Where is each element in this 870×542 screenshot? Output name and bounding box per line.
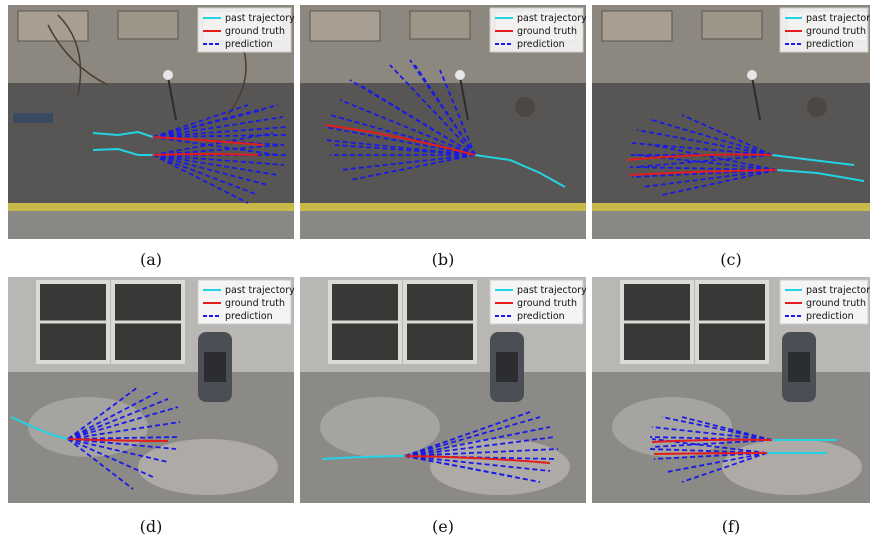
- legend-gt-a: ground truth: [225, 26, 285, 37]
- scene-d: past trajectory ground truth prediction: [8, 277, 294, 503]
- legend-gt-d: ground truth: [225, 298, 285, 309]
- panel-f: past trajectory ground truth prediction: [592, 277, 870, 511]
- legend-gt-c: ground truth: [806, 26, 866, 37]
- scene-c: past trajectory ground truth prediction: [592, 5, 870, 239]
- caption-b: (b): [431, 250, 455, 269]
- caption-f: (f): [721, 517, 741, 536]
- legend-past-d: past trajectory: [225, 285, 294, 296]
- panel-b: past trajectory ground truth prediction: [300, 5, 586, 239]
- legend-pred-e: prediction: [517, 311, 565, 322]
- legend-pred-f: prediction: [806, 311, 854, 322]
- legend-gt-b: ground truth: [517, 26, 577, 37]
- legend-past-f: past trajectory: [806, 285, 870, 296]
- legend-past-a: past trajectory: [225, 13, 294, 24]
- legend-past-c: past trajectory: [806, 13, 870, 24]
- caption-c: (c): [720, 250, 742, 269]
- legend-pred-c: prediction: [806, 39, 854, 50]
- scene-a: past trajectory ground truth prediction: [8, 5, 294, 239]
- caption-e: (e): [432, 517, 454, 536]
- legend-gt-f: ground truth: [806, 298, 866, 309]
- panel-e: past trajectory ground truth prediction: [300, 277, 586, 511]
- panel-a: past trajectory ground truth prediction: [8, 5, 294, 239]
- legend-pred-b: prediction: [517, 39, 565, 50]
- legend-pred-a: prediction: [225, 39, 273, 50]
- scene-e: past trajectory ground truth prediction: [300, 277, 586, 503]
- legend-gt-e: ground truth: [517, 298, 577, 309]
- legend-past-b: past trajectory: [517, 13, 586, 24]
- scene-f: past trajectory ground truth prediction: [592, 277, 870, 503]
- caption-a: (a): [139, 250, 163, 269]
- caption-d: (d): [139, 517, 163, 536]
- scene-b: past trajectory ground truth prediction: [300, 5, 586, 239]
- legend-past-e: past trajectory: [517, 285, 586, 296]
- legend-pred-d: prediction: [225, 311, 273, 322]
- panel-d: past trajectory ground truth prediction: [8, 277, 294, 511]
- panel-c: past trajectory ground truth prediction: [592, 5, 870, 239]
